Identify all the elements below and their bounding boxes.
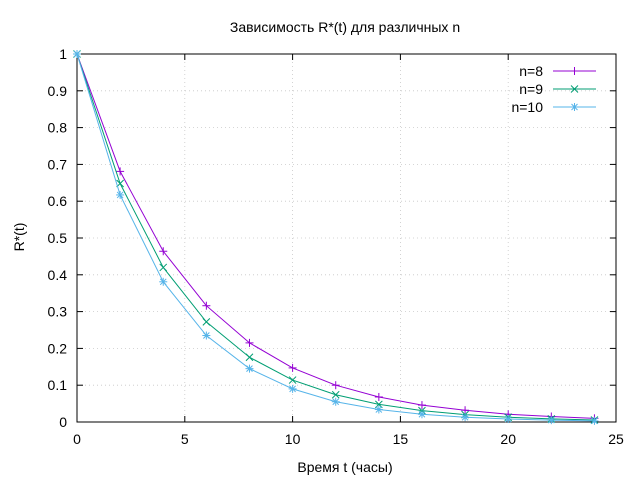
legend-label: n=9 <box>519 81 543 97</box>
series-group <box>73 50 599 425</box>
grid <box>77 54 616 422</box>
data-point-n-8 <box>331 381 340 390</box>
data-point-n-8 <box>202 301 211 310</box>
y-tick-label: 0.9 <box>48 83 68 99</box>
data-point-n-10 <box>374 405 383 414</box>
data-point-n-8 <box>417 401 426 410</box>
y-tick-label: 1 <box>59 46 67 62</box>
legend-label: n=10 <box>511 99 543 115</box>
data-point-n-10 <box>202 331 211 340</box>
data-point-n-8 <box>159 247 168 256</box>
x-axis-label: Время t (часы) <box>297 459 392 475</box>
data-point-n-9 <box>331 390 340 399</box>
data-point-n-9 <box>202 318 211 326</box>
data-point-n-10 <box>159 277 168 286</box>
y-tick-label: 0.4 <box>48 267 68 283</box>
x-tick-label: 20 <box>500 431 516 447</box>
x-tick-label: 15 <box>393 431 409 447</box>
data-point-n-8 <box>288 363 297 372</box>
y-tick-label: 0.3 <box>48 304 68 320</box>
data-point-n-9 <box>159 263 168 272</box>
data-point-n-10 <box>417 410 426 419</box>
y-axis-label: R*(t) <box>11 223 27 252</box>
legend-swatch-marker <box>570 85 579 93</box>
x-tick-label: 0 <box>73 431 81 447</box>
y-tick-label: 0.6 <box>48 193 68 209</box>
data-point-n-10 <box>245 364 254 373</box>
data-point-n-8 <box>116 167 125 176</box>
data-point-n-10 <box>590 416 599 425</box>
legend-label: n=8 <box>519 63 543 79</box>
data-point-n-10 <box>73 50 81 58</box>
y-tick-label: 0.2 <box>48 340 68 356</box>
data-point-n-10 <box>547 416 556 425</box>
y-tick-label: 0.7 <box>48 156 68 172</box>
y-tick-label: 0 <box>59 414 67 430</box>
y-tick-label: 0.1 <box>48 377 68 393</box>
y-tick-label: 0.8 <box>48 120 68 136</box>
legend-item-n-9: n=9 <box>519 81 596 97</box>
data-point-n-8 <box>461 406 470 415</box>
axis-ticks: 0 5 10 15 20 25 0 0.1 0.2 0.3 0.4 0.5 0.6 0.7 0.8 0.9 1 <box>48 46 624 447</box>
data-point-n-9 <box>288 376 297 384</box>
legend-swatch-marker <box>570 67 579 75</box>
legend: n=8 n=9 n=10 <box>511 63 596 115</box>
data-point-n-8 <box>374 392 383 401</box>
y-tick-label: 0.5 <box>48 230 68 246</box>
x-tick-label: 10 <box>285 431 301 447</box>
data-point-n-10 <box>504 415 513 424</box>
data-point-n-8 <box>245 338 254 347</box>
legend-swatch-marker <box>570 103 579 111</box>
legend-item-n-8: n=8 <box>519 63 596 79</box>
data-point-n-10 <box>288 384 297 393</box>
legend-item-n-10: n=10 <box>511 99 596 115</box>
x-tick-label: 5 <box>181 431 189 447</box>
series-n-10 <box>73 50 599 425</box>
data-point-n-10 <box>116 190 125 199</box>
data-point-n-10 <box>461 413 470 422</box>
x-tick-label: 25 <box>608 431 624 447</box>
data-point-n-9 <box>245 353 254 362</box>
chart-title: Зависимость R*(t) для различных n <box>230 19 460 35</box>
data-point-n-10 <box>331 397 340 406</box>
